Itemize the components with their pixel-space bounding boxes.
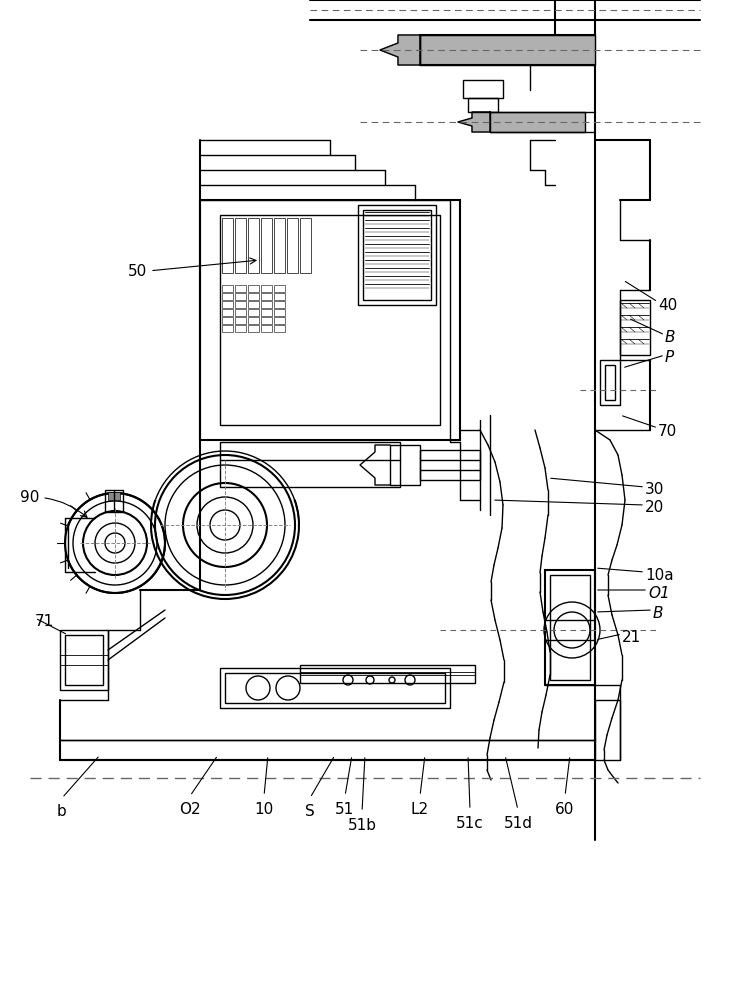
Bar bbox=[595, 700, 620, 760]
Bar bbox=[248, 317, 259, 324]
Text: 21: 21 bbox=[622, 630, 641, 645]
Bar bbox=[248, 301, 259, 308]
Bar bbox=[222, 325, 233, 332]
Bar bbox=[235, 309, 246, 316]
Text: 50: 50 bbox=[128, 258, 256, 279]
Bar bbox=[248, 218, 259, 273]
Bar bbox=[261, 325, 272, 332]
Text: S: S bbox=[305, 804, 315, 820]
Bar bbox=[222, 317, 233, 324]
Text: 51b: 51b bbox=[347, 818, 377, 834]
Bar bbox=[420, 35, 595, 65]
Text: 30: 30 bbox=[645, 483, 664, 497]
Bar bbox=[105, 490, 123, 512]
Bar bbox=[300, 665, 475, 683]
Bar bbox=[261, 218, 272, 273]
Text: 20: 20 bbox=[645, 500, 664, 516]
Bar bbox=[600, 360, 620, 405]
Text: 51d: 51d bbox=[504, 816, 532, 832]
Bar bbox=[248, 285, 259, 292]
Bar bbox=[261, 293, 272, 300]
Text: 10: 10 bbox=[254, 802, 274, 818]
Text: B: B bbox=[665, 330, 675, 346]
Bar bbox=[235, 285, 246, 292]
Bar bbox=[468, 98, 498, 112]
Text: O1: O1 bbox=[648, 585, 669, 600]
Text: 70: 70 bbox=[658, 424, 677, 438]
Bar bbox=[274, 309, 285, 316]
Bar bbox=[390, 445, 420, 485]
Bar bbox=[261, 309, 272, 316]
Bar bbox=[235, 317, 246, 324]
Bar bbox=[261, 301, 272, 308]
Text: 10a: 10a bbox=[645, 568, 674, 582]
Bar bbox=[222, 285, 233, 292]
Bar bbox=[248, 309, 259, 316]
Bar bbox=[620, 300, 650, 355]
Text: 90: 90 bbox=[20, 489, 87, 517]
Bar bbox=[108, 492, 120, 500]
Text: L2: L2 bbox=[411, 802, 429, 818]
Bar bbox=[545, 570, 595, 685]
Text: 60: 60 bbox=[556, 802, 575, 818]
Bar bbox=[222, 309, 233, 316]
Bar bbox=[200, 200, 460, 440]
Bar bbox=[248, 325, 259, 332]
Bar bbox=[274, 285, 285, 292]
Bar bbox=[363, 210, 431, 300]
Text: O2: O2 bbox=[179, 802, 201, 818]
Bar bbox=[287, 218, 298, 273]
Text: P: P bbox=[665, 351, 675, 365]
Bar bbox=[220, 442, 400, 487]
Bar bbox=[274, 218, 285, 273]
Polygon shape bbox=[380, 35, 420, 65]
Text: 51c: 51c bbox=[456, 816, 484, 832]
Bar bbox=[358, 205, 436, 305]
Bar bbox=[261, 317, 272, 324]
Bar bbox=[235, 293, 246, 300]
Bar bbox=[463, 80, 503, 98]
Bar bbox=[220, 215, 440, 425]
Bar bbox=[248, 293, 259, 300]
Text: 40: 40 bbox=[658, 298, 677, 314]
Bar bbox=[420, 450, 480, 480]
Bar bbox=[274, 301, 285, 308]
Bar bbox=[274, 317, 285, 324]
Bar bbox=[490, 112, 585, 132]
Bar bbox=[60, 630, 108, 690]
Bar bbox=[261, 285, 272, 292]
Bar bbox=[605, 365, 615, 400]
Bar bbox=[235, 218, 246, 273]
Bar bbox=[222, 218, 233, 273]
Bar bbox=[222, 293, 233, 300]
Text: 51: 51 bbox=[335, 802, 355, 818]
Bar bbox=[222, 301, 233, 308]
Bar bbox=[65, 635, 103, 685]
Bar bbox=[235, 325, 246, 332]
Text: 71: 71 bbox=[35, 614, 54, 630]
Bar bbox=[274, 293, 285, 300]
Bar bbox=[550, 575, 590, 680]
Bar bbox=[274, 325, 285, 332]
Text: B: B bbox=[653, 605, 664, 620]
Text: b: b bbox=[57, 804, 67, 820]
Bar bbox=[220, 668, 450, 708]
Bar bbox=[235, 301, 246, 308]
Polygon shape bbox=[458, 112, 490, 132]
Bar bbox=[300, 218, 311, 273]
Bar bbox=[225, 673, 445, 703]
